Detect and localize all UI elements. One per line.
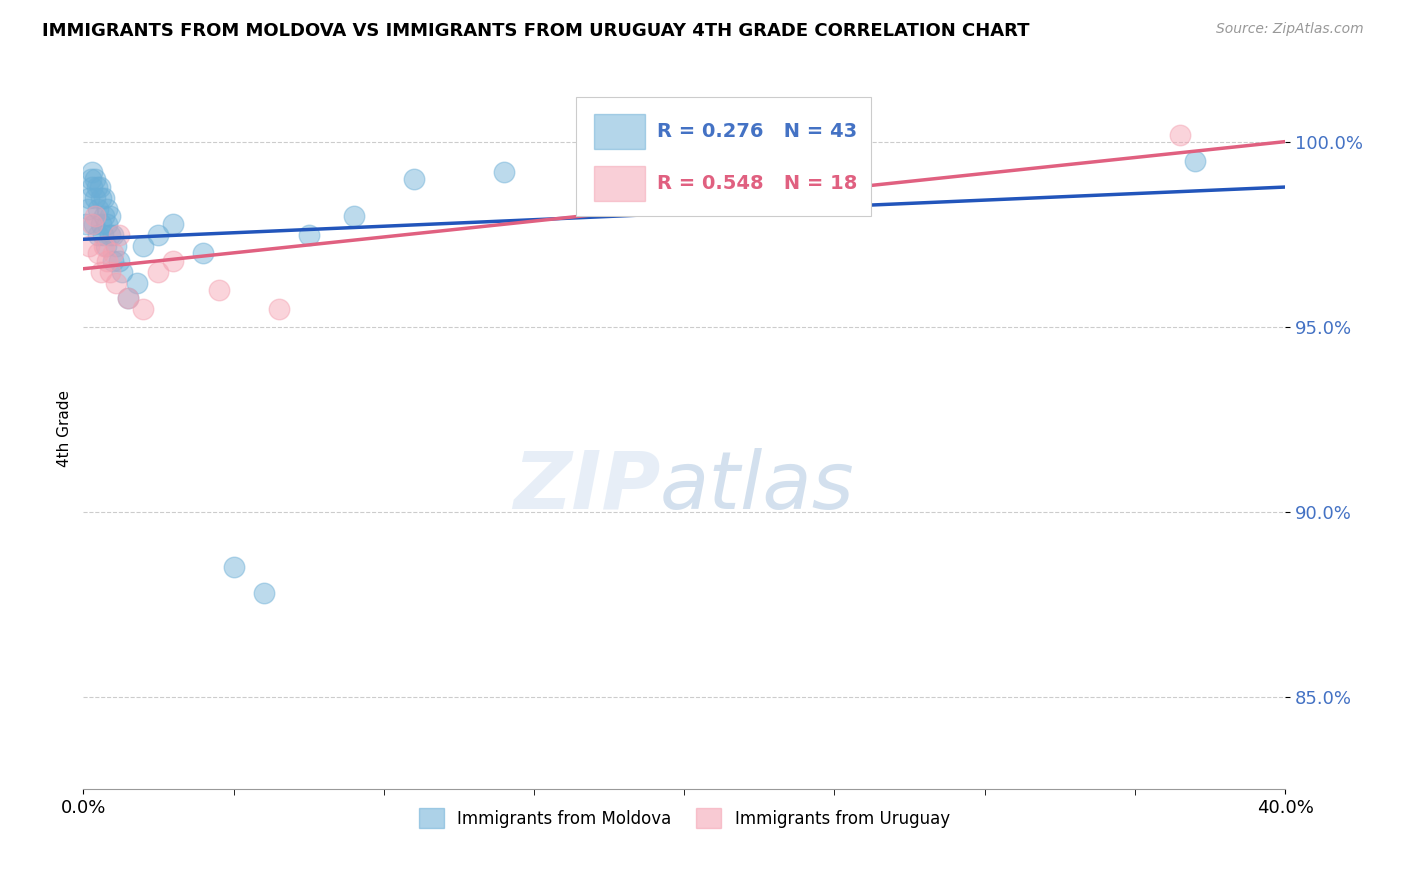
Text: ZIP: ZIP [513, 448, 661, 525]
FancyBboxPatch shape [595, 166, 644, 201]
Point [108, 253, 131, 268]
Point [108, 227, 131, 242]
Text: R = 0.276   N = 43: R = 0.276 N = 43 [657, 122, 856, 141]
Point [90, 217, 112, 231]
Point [93, 239, 115, 253]
Point [162, 217, 184, 231]
Point [132, 239, 155, 253]
Point [93, 191, 115, 205]
Point [98, 210, 121, 224]
Point [117, 291, 139, 305]
Point [87, 246, 110, 260]
Point [86, 179, 108, 194]
Point [84, 210, 107, 224]
Point [103, 253, 125, 268]
Point [162, 253, 184, 268]
Point [83, 217, 105, 231]
Point [148, 265, 170, 279]
Point [79, 239, 101, 253]
Text: atlas: atlas [661, 448, 855, 525]
Point [492, 165, 515, 179]
Point [76, 202, 98, 216]
Point [80, 172, 103, 186]
Point [82, 217, 104, 231]
Point [105, 239, 128, 253]
Text: R = 0.548   N = 18: R = 0.548 N = 18 [657, 174, 856, 193]
FancyBboxPatch shape [595, 114, 644, 149]
Point [82, 179, 104, 194]
Point [75, 217, 97, 231]
Point [96, 253, 118, 268]
Text: Source: ZipAtlas.com: Source: ZipAtlas.com [1216, 22, 1364, 37]
Point [252, 586, 274, 600]
Point [93, 210, 115, 224]
Point [298, 227, 321, 242]
Point [1184, 153, 1206, 168]
Point [127, 276, 149, 290]
Point [82, 165, 104, 179]
Legend: Immigrants from Moldova, Immigrants from Uruguay: Immigrants from Moldova, Immigrants from… [412, 801, 956, 835]
Point [90, 265, 112, 279]
Point [87, 227, 110, 242]
Point [343, 210, 366, 224]
Point [89, 179, 111, 194]
Point [96, 217, 118, 231]
Point [79, 191, 101, 205]
Text: IMMIGRANTS FROM MOLDOVA VS IMMIGRANTS FROM URUGUAY 4TH GRADE CORRELATION CHART: IMMIGRANTS FROM MOLDOVA VS IMMIGRANTS FR… [42, 22, 1029, 40]
Point [583, 172, 606, 186]
Point [132, 301, 155, 316]
Point [111, 265, 134, 279]
Point [90, 191, 112, 205]
Point [207, 283, 229, 297]
Point [1168, 128, 1191, 142]
Point [222, 560, 245, 574]
Point [103, 227, 125, 242]
Point [91, 227, 114, 242]
Point [84, 172, 107, 186]
Point [98, 227, 121, 242]
Point [84, 191, 107, 205]
Point [267, 301, 290, 316]
Point [402, 172, 425, 186]
Point [823, 165, 845, 179]
Y-axis label: 4th Grade: 4th Grade [58, 391, 72, 467]
Point [94, 239, 117, 253]
Point [193, 246, 215, 260]
Point [105, 276, 128, 290]
Point [96, 202, 118, 216]
Point [87, 202, 110, 216]
Point [98, 265, 121, 279]
Point [103, 246, 125, 260]
FancyBboxPatch shape [576, 97, 870, 216]
Point [148, 227, 170, 242]
Point [117, 291, 139, 305]
